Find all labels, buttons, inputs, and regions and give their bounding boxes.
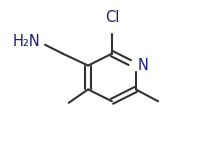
Text: N: N	[137, 58, 148, 73]
Text: H₂N: H₂N	[13, 34, 40, 49]
Text: Cl: Cl	[105, 10, 119, 25]
